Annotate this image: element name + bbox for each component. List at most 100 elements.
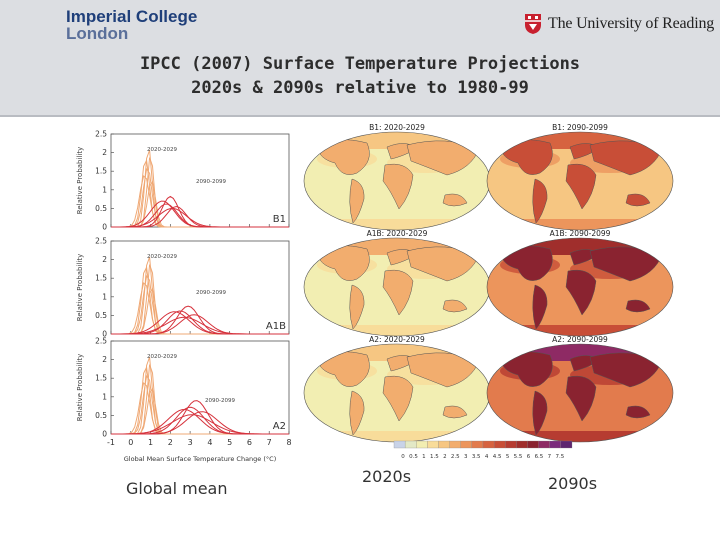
title-line-2: 2020s & 2090s relative to 1980-99 [191,78,529,98]
slide-header: Imperial College London The University o… [0,0,720,117]
slide-title: IPCC (2007) Surface Temperature Projecti… [0,52,720,100]
continent-shape [565,375,597,422]
continent-shape [532,284,548,330]
colorbar-cell [505,440,517,449]
colorbar-cell [416,440,428,449]
pdf-panel-frame [110,340,290,435]
colorbar-tick-label: 3.5 [472,454,481,460]
world-map [304,344,490,442]
colorbar-tick-label: 1 [422,454,426,460]
y-tick-label: 1.5 [95,167,107,176]
colorbar-tick-label: 6 [527,454,531,460]
colorbar-tick-label: 5.5 [514,454,523,460]
continent-shape [349,178,365,224]
projection-maps: B1: 2020-2029 B1: 2090-2099 A1B: 2020-2029… [303,123,674,443]
y-tick-label: 1 [102,185,107,194]
continent-shape [532,178,548,224]
university-of-reading-logo: The University of Reading [524,11,714,37]
continent-shape [499,139,553,175]
continent-shape [316,139,370,175]
y-tick-label: 1.5 [95,374,107,383]
colorbar-cell [449,440,461,449]
antarctic-band [304,431,490,442]
title-line-1: IPCC (2007) Surface Temperature Projecti… [139,54,581,74]
map-outline [486,237,674,337]
continent-shape [532,390,548,436]
crest-icon [525,14,541,34]
map-outline [486,343,674,443]
y-axis-label: Relative Probability [76,254,84,321]
y-tick-label: 0 [102,223,107,232]
x-tick-label: 4 [207,438,212,447]
caption-2020s: 2020s [362,467,412,486]
continent-shape [625,299,651,313]
y-tick-label: 0 [102,330,107,339]
pdf-panel-frame [110,240,290,335]
continent-shape [589,246,663,282]
map-title: B1: 2090-2099 [552,123,608,132]
early-period-label: 2020-2029 [147,354,177,360]
colorbar-cell [404,440,417,449]
y-tick-label: 0 [102,430,107,439]
x-tick-label: 1 [148,438,153,447]
world-map [487,344,673,442]
continent-shape [442,193,468,207]
continent-shape [589,352,663,388]
continent-shape [316,245,370,281]
map-title: A2: 2090-2099 [552,335,608,344]
colorbar-cell [460,440,473,449]
continent-shape [442,405,468,419]
x-tick-label: 0 [128,438,133,447]
colorbar-cell [516,440,528,449]
pdf-curve [111,200,289,228]
colorbar-tick-label: 5 [506,454,510,460]
x-tick-label: 2 [168,438,173,447]
antarctic-band [304,325,490,336]
y-tick-label: 2.5 [95,130,107,139]
y-tick-label: 1.5 [95,274,107,283]
continent-shape [406,352,480,388]
y-tick-label: 2.5 [95,237,107,246]
logo-line2: London [66,24,129,43]
x-tick-label: 7 [267,438,272,447]
caption-2090s: 2090s [548,474,598,493]
map-title: A2: 2020-2029 [369,335,425,344]
reading-logo-text: The University of Reading [548,15,715,32]
imperial-college-logo: Imperial College London [66,8,197,42]
continent-shape [589,140,663,176]
x-axis-label: Global Mean Surface Temperature Change (… [124,455,276,463]
continent-shape [382,269,414,316]
x-tick-label: 5 [227,438,232,447]
colorbar-tick-label: 0.5 [409,454,418,460]
continent-shape [382,163,414,210]
continent-shape [499,245,553,281]
caption-global-mean: Global mean [126,479,228,498]
map-title: A1B: 2020-2029 [367,229,428,238]
continent-shape [349,390,365,436]
continent-shape [382,375,414,422]
antarctic-band [487,219,673,230]
colorbar-tick-label: 4.5 [493,454,502,460]
world-map [304,238,490,336]
x-tick-label: 8 [286,438,291,447]
projection-figure: Relative Probability Relative Probability… [76,123,674,463]
colorbar-cell [560,440,573,449]
antarctic-band [487,431,673,442]
colorbar-tick-label: 7 [548,454,552,460]
map-title: B1: 2020-2029 [369,123,425,132]
continent-shape [406,140,480,176]
late-period-label: 2090-2099 [205,398,235,404]
colorbar-tick-label: 0 [401,454,405,460]
colorbar-tick-label: 4 [485,454,489,460]
continent-shape [565,269,597,316]
colorbar-tick-label: 7.5 [555,454,564,460]
scenario-label: A1B [266,321,286,332]
y-tick-label: 2 [102,255,107,264]
temperature-colorbar: 0 0.5 1 1.5 2 2.5 3 3.5 4 4.5 5 5.5 6 6.5 7 7.5 [393,440,573,460]
continent-shape [442,299,468,313]
continent-shape [406,246,480,282]
y-tick-label: 2 [102,355,107,364]
map-outline [486,131,674,231]
world-map [304,132,490,230]
late-period-label: 2090-2099 [196,290,226,296]
